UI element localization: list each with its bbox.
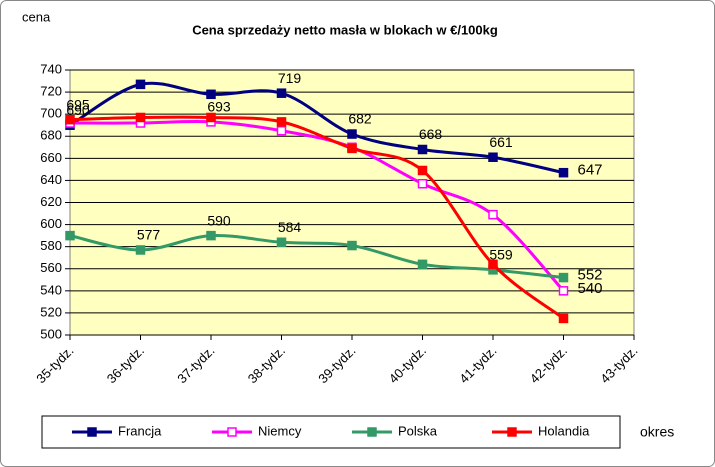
point-marker (276, 237, 287, 247)
point-marker (206, 112, 216, 123)
y-tick-label: 560 (40, 260, 62, 275)
y-tick-label: 700 (40, 106, 62, 121)
y-tick-label: 520 (40, 304, 62, 319)
point-marker (417, 259, 428, 270)
point-marker (488, 259, 498, 270)
point-marker (558, 313, 569, 324)
point-marker (347, 240, 357, 251)
point-marker (276, 125, 287, 136)
point-marker (417, 178, 428, 189)
point-marker (558, 272, 569, 283)
data-label: 552 (578, 267, 603, 284)
legend-label: Francja (118, 423, 162, 438)
data-label: 590 (207, 212, 231, 228)
data-label: 719 (278, 70, 302, 86)
data-label: 577 (137, 227, 161, 243)
point-marker (65, 230, 75, 241)
legend-marker (87, 427, 97, 437)
legend-label: Holandia (538, 423, 590, 438)
data-label: 647 (578, 162, 603, 179)
data-label: 690 (66, 102, 90, 118)
point-marker (558, 286, 569, 296)
point-marker (558, 167, 569, 178)
legend-marker (507, 427, 517, 437)
point-marker (135, 112, 146, 123)
data-label: 540 (578, 280, 603, 297)
chart-title: Cena sprzedaży netto masła w blokach w €… (192, 22, 498, 37)
point-marker (488, 209, 498, 220)
y-tick-label: 540 (40, 282, 62, 297)
x-axis-label: okres (640, 424, 674, 440)
y-tick-label: 740 (40, 61, 62, 76)
legend-label: Niemcy (258, 423, 302, 438)
data-label: 668 (419, 126, 443, 142)
point-marker (347, 129, 357, 139)
point-marker (206, 89, 216, 100)
data-label: 682 (348, 111, 372, 127)
series-line (69, 233, 564, 280)
point-marker (276, 88, 287, 98)
data-label: 695 (66, 96, 90, 112)
y-tick-label: 580 (40, 238, 62, 253)
point-marker (135, 79, 146, 90)
y-tick-label: 500 (40, 326, 62, 341)
y-tick-label: 680 (40, 128, 62, 143)
y-axis-label: cena (22, 9, 51, 24)
y-tick-label: 640 (40, 172, 62, 187)
point-marker (417, 144, 428, 155)
point-marker (135, 245, 146, 255)
point-marker (347, 143, 357, 154)
legend-marker (367, 427, 377, 437)
y-tick-label: 600 (40, 216, 62, 231)
data-label: 693 (207, 99, 231, 115)
data-label: 661 (489, 134, 513, 150)
point-marker (206, 230, 216, 241)
point-marker (417, 165, 428, 176)
y-tick-label: 620 (40, 194, 62, 209)
y-tick-label: 720 (40, 84, 62, 99)
data-label: 559 (489, 247, 513, 263)
point-marker (488, 152, 498, 162)
data-label: 584 (278, 219, 302, 235)
legend-marker (227, 427, 237, 437)
legend-label: Polska (398, 423, 438, 438)
point-marker (65, 114, 75, 125)
point-marker (276, 117, 287, 127)
y-tick-label: 660 (40, 150, 62, 165)
